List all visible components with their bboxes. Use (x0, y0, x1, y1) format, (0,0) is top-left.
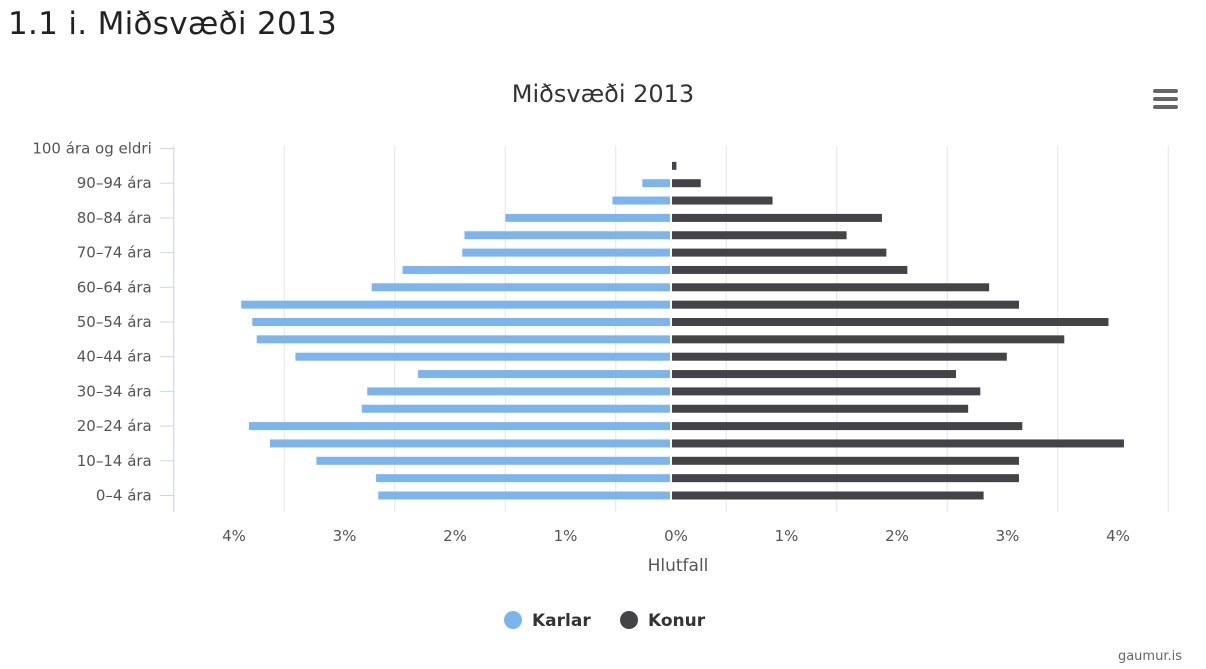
bar-konur-6[interactable] (672, 387, 981, 396)
bar-karlar-6[interactable] (367, 387, 670, 396)
legend-marker-konur (620, 611, 638, 629)
legend-label-konur: Konur (648, 611, 706, 631)
bar-karlar-5[interactable] (361, 404, 670, 413)
bar-karlar-7[interactable] (418, 370, 670, 379)
bar-karlar-17[interactable] (612, 196, 670, 205)
bar-konur-11[interactable] (672, 300, 1019, 309)
y-axis (159, 146, 175, 512)
bar-karlar-15[interactable] (464, 231, 670, 240)
category-label: 10–14 ára (77, 452, 152, 470)
bar-karlar-9[interactable] (256, 335, 670, 344)
bar-konur-0[interactable] (672, 491, 984, 500)
bar-konur-1[interactable] (672, 474, 1019, 483)
bar-karlar-2[interactable] (316, 456, 670, 465)
bar-konur-12[interactable] (672, 283, 990, 292)
grid-lines (173, 146, 1169, 512)
bar-karlar-10[interactable] (252, 318, 670, 326)
bar-konur-16[interactable] (672, 213, 882, 222)
bar-karlar-11[interactable] (241, 300, 670, 309)
bar-konur-19[interactable] (672, 161, 677, 170)
legend-item-karlar[interactable]: Karlar (504, 611, 591, 631)
x-tick-label: 2% (443, 527, 467, 545)
bar-karlar-12[interactable] (371, 283, 670, 292)
x-tick-label: 1% (775, 527, 799, 545)
bar-karlar-14[interactable] (462, 248, 670, 257)
legend-marker-karlar (504, 611, 522, 629)
bar-karlar-18[interactable] (642, 179, 670, 188)
x-tick-label: 1% (554, 527, 578, 545)
credits-link[interactable]: gaumur.is (1118, 649, 1182, 664)
bar-karlar-0[interactable] (378, 491, 670, 500)
category-label: 30–34 ára (77, 382, 152, 400)
x-axis-title: Hlutfall (648, 556, 709, 576)
category-label: 80–84 ára (77, 209, 152, 227)
bar-konur-4[interactable] (672, 422, 1023, 431)
category-labels: 0–4 ára 10–14 ára 20–24 ára 30–34 ára 40–44 … (32, 140, 151, 505)
bar-konur-3[interactable] (672, 439, 1124, 448)
category-label: 70–74 ára (77, 244, 152, 262)
category-label: 0–4 ára (96, 487, 152, 505)
x-tick-label: 3% (996, 527, 1020, 545)
bar-konur-10[interactable] (672, 318, 1109, 326)
bar-konur-8[interactable] (672, 352, 1007, 361)
bar-konur-7[interactable] (672, 370, 956, 379)
x-tick-labels: 4% 3% 2% 1% 0% 1% 2% 3% 4% (222, 527, 1130, 545)
bar-karlar-8[interactable] (295, 352, 670, 361)
hamburger-menu-icon (1153, 89, 1178, 109)
chart-menu-button[interactable] (1148, 84, 1184, 114)
bar-karlar-1[interactable] (376, 474, 670, 483)
category-label: 60–64 ára (77, 278, 152, 296)
bar-konur-18[interactable] (672, 179, 701, 188)
bar-konur-15[interactable] (672, 231, 847, 240)
bar-karlar-4[interactable] (248, 422, 670, 431)
category-label: 20–24 ára (77, 417, 152, 435)
page-title: 1.1 i. Miðsvæði 2013 (8, 6, 338, 42)
category-label: 40–44 ára (77, 348, 152, 366)
bar-konur-13[interactable] (672, 265, 908, 274)
category-label: 50–54 ára (77, 313, 152, 331)
bar-konur-2[interactable] (672, 456, 1019, 465)
bar-konur-14[interactable] (672, 248, 887, 257)
chart-title: Miðsvæði 2013 (512, 80, 694, 108)
bar-karlar-13[interactable] (402, 265, 670, 274)
x-tick-label: 2% (885, 527, 909, 545)
category-label: 100 ára og eldri (32, 140, 151, 158)
bar-konur-5[interactable] (672, 404, 969, 413)
bars (241, 161, 1124, 500)
bar-konur-17[interactable] (672, 196, 773, 205)
bar-konur-9[interactable] (672, 335, 1065, 344)
x-tick-label: 4% (222, 527, 246, 545)
bar-karlar-16[interactable] (505, 213, 670, 222)
x-tick-label: 0% (664, 527, 688, 545)
x-tick-label: 3% (333, 527, 357, 545)
legend-label-karlar: Karlar (532, 611, 591, 631)
legend: Karlar Konur (504, 611, 706, 631)
x-tick-label: 4% (1106, 527, 1130, 545)
legend-item-konur[interactable]: Konur (620, 611, 706, 631)
bar-karlar-3[interactable] (269, 439, 670, 448)
category-label: 90–94 ára (77, 174, 152, 192)
